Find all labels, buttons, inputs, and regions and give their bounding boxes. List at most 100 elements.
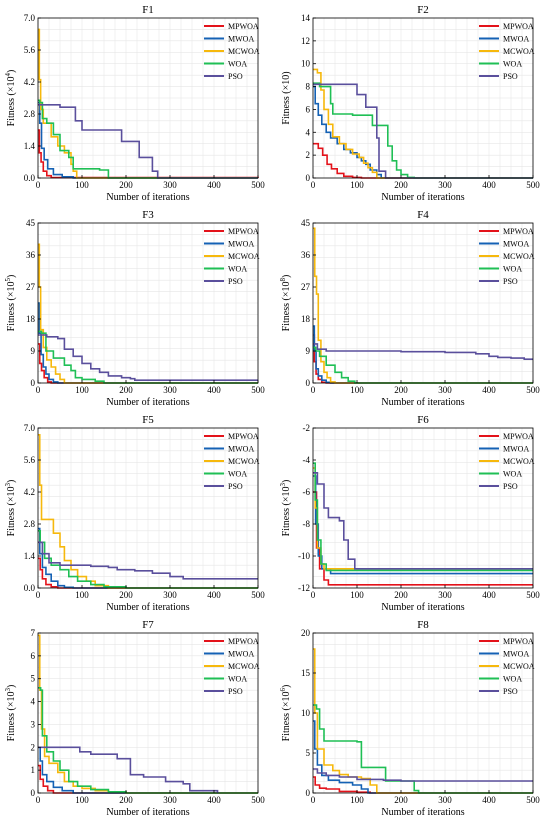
series-line-mcwoa [38, 28, 258, 179]
y-tick-label: 12 [301, 36, 310, 46]
y-tick-label: 5 [306, 748, 311, 758]
y-axis-label: Fitness (×103) [4, 480, 17, 537]
y-tick-label: 27 [26, 282, 36, 292]
grid-lines [312, 17, 534, 179]
legend: MPWOA MWOA MCWOA WOA PSO [204, 22, 260, 81]
y-tick-label: 4.2 [24, 77, 35, 87]
grid-lines [312, 427, 534, 589]
x-tick-label: 400 [482, 385, 496, 395]
y-axis-label: Fitness (×103) [4, 685, 17, 742]
legend-label-woa: WOA [228, 60, 247, 69]
y-tick-label: 0 [306, 788, 311, 798]
y-axis-label-text: Fitness (×10 [281, 692, 292, 742]
y-tick-label: 7 [31, 628, 36, 638]
y-axis-label: Fitness (×10) [281, 71, 292, 124]
y-axis-label-text: Fitness (×10 [6, 77, 17, 127]
x-tick-label: 100 [75, 590, 89, 600]
y-axis-label: Fitness (×103) [279, 480, 292, 537]
legend: MPWOA MWOA MCWOA WOA PSO [204, 432, 260, 491]
series-line-mcwoa [313, 68, 533, 179]
x-tick-label: 400 [207, 180, 221, 190]
x-tick-label: 400 [482, 180, 496, 190]
y-tick-label: 45 [301, 218, 311, 228]
y-tick-label: -2 [303, 423, 311, 433]
x-tick-label: 500 [526, 385, 540, 395]
chart-title: F5 [142, 414, 154, 426]
x-tick-label: 0 [36, 590, 41, 600]
x-tick-label: 500 [251, 385, 265, 395]
y-tick-label: 0.0 [24, 173, 36, 183]
y-axis-label-text: Fitness (×10 [6, 487, 17, 537]
legend-label-mpwoa: MPWOA [503, 227, 534, 236]
y-axis-label-close: ) [6, 70, 17, 73]
x-axis-label: Number of iterations [106, 192, 189, 203]
legend-label-mcwoa: MCWOA [503, 662, 535, 671]
x-tick-label: 200 [119, 590, 133, 600]
plot-frame [37, 222, 259, 384]
legend-label-mcwoa: MCWOA [503, 457, 535, 466]
grid-lines [37, 17, 259, 179]
chart-title: F2 [417, 4, 429, 16]
x-tick-label: 0 [311, 795, 316, 805]
x-tick-label: 300 [438, 590, 452, 600]
y-axis-label: Fitness (×108) [279, 275, 292, 332]
legend-label-pso: PSO [503, 72, 518, 81]
legend-label-mcwoa: MCWOA [228, 252, 260, 261]
chart-panel-f7: 0 100 200 300 400 500 0 1 2 3 4 5 6 7 F7 Number of iter… [0, 615, 275, 820]
legend-label-mpwoa: MPWOA [228, 227, 259, 236]
x-tick-label: 300 [163, 795, 177, 805]
x-tick-label: 200 [119, 180, 133, 190]
y-tick-label: 0 [31, 788, 36, 798]
y-axis-label-exponent: 6 [279, 688, 287, 692]
series-line-woa [313, 82, 533, 179]
y-axis-label-close: ) [6, 275, 17, 278]
series-line-mcwoa [313, 648, 533, 794]
series-line-pso [38, 104, 258, 179]
series-line-pso [313, 83, 533, 179]
y-tick-label: 9 [306, 346, 311, 356]
series-group [38, 243, 258, 384]
legend-label-mwoa: MWOA [503, 35, 529, 44]
series-line-pso [313, 768, 533, 782]
x-axis-label: Number of iterations [106, 397, 189, 408]
series-line-pso [313, 343, 533, 360]
y-tick-label: 6 [306, 104, 311, 114]
y-tick-label: 1.4 [24, 551, 36, 561]
x-tick-label: 0 [311, 590, 316, 600]
y-axis-label-close: ) [281, 71, 292, 74]
y-tick-label: 0 [306, 378, 311, 388]
series-line-mpwoa [38, 557, 258, 589]
x-axis-label: Number of iterations [106, 807, 189, 818]
series-group [313, 648, 533, 794]
series-group [313, 462, 533, 586]
series-line-mwoa [38, 101, 258, 179]
y-axis-label-text: Fitness (×10 [281, 487, 292, 537]
plot-frame [37, 632, 259, 794]
chart-title: F1 [142, 4, 154, 16]
legend: MPWOA MWOA MCWOA WOA PSO [204, 227, 260, 286]
y-tick-label: 7.0 [24, 423, 36, 433]
x-tick-label: 0 [311, 180, 316, 190]
x-tick-label: 300 [438, 795, 452, 805]
y-axis-label-close: ) [281, 685, 292, 688]
x-tick-label: 100 [75, 385, 89, 395]
series-group [38, 634, 258, 794]
series-group [38, 434, 258, 589]
x-tick-label: 100 [350, 385, 364, 395]
y-axis-label-close: ) [6, 480, 17, 483]
legend-label-mwoa: MWOA [228, 240, 254, 249]
legend-label-mwoa: MWOA [503, 240, 529, 249]
chart-title: F3 [142, 209, 154, 221]
plot-frame [312, 17, 534, 179]
x-tick-label: 200 [394, 795, 408, 805]
x-axis-label: Number of iterations [381, 397, 464, 408]
x-tick-label: 300 [438, 385, 452, 395]
y-axis-label-close: ) [281, 275, 292, 278]
x-tick-label: 400 [207, 385, 221, 395]
legend-label-woa: WOA [228, 470, 247, 479]
x-tick-label: 500 [251, 590, 265, 600]
y-axis-label-exponent: 4 [4, 73, 12, 77]
x-axis-label: Number of iterations [381, 602, 464, 613]
series-line-mpwoa [38, 764, 258, 794]
series-line-mpwoa [38, 343, 258, 384]
